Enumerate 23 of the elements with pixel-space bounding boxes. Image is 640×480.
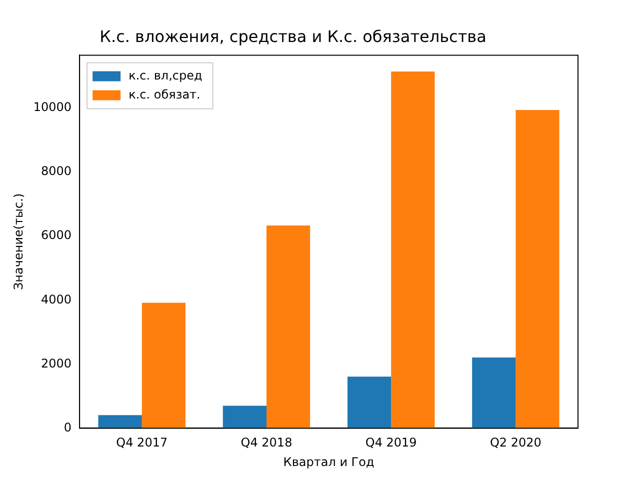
bar: [142, 302, 186, 428]
x-axis-title: Квартал и Год: [283, 454, 374, 469]
bar: [98, 415, 142, 428]
y-axis-title: Значение(тыс.): [11, 193, 26, 290]
bar: [391, 72, 435, 428]
legend-label: к.с. вл,сред: [128, 68, 202, 82]
y-tick-label: 6000: [41, 228, 72, 242]
bar: [222, 406, 266, 428]
y-tick-label: 10000: [33, 100, 72, 114]
x-tick-label: Q4 2019: [365, 436, 417, 450]
x-tick-label: Q4 2017: [116, 436, 168, 450]
bar: [472, 357, 516, 428]
bar: [266, 226, 310, 428]
x-tick-label: Q4 2018: [240, 436, 292, 450]
chart-title: К.с. вложения, средства и К.с. обязательства: [100, 26, 486, 46]
bar: [347, 376, 392, 428]
y-tick-label: 2000: [41, 356, 72, 370]
legend-label: к.с. обязат.: [128, 87, 200, 102]
y-tick-label: 0: [64, 420, 72, 434]
y-tick-label: 8000: [41, 164, 72, 178]
bar: [516, 110, 560, 428]
y-tick-label: 4000: [41, 292, 72, 306]
x-tick-label: Q2 2020: [490, 436, 542, 450]
